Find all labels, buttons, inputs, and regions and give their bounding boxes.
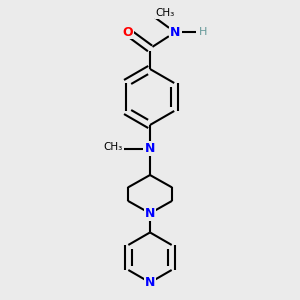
Text: N: N <box>145 276 155 289</box>
Text: H: H <box>199 27 207 37</box>
Text: O: O <box>123 26 133 39</box>
Text: N: N <box>145 142 155 155</box>
Text: N: N <box>145 207 155 220</box>
Text: CH₃: CH₃ <box>103 142 123 152</box>
Text: CH₃: CH₃ <box>155 8 174 18</box>
Text: N: N <box>170 26 180 39</box>
